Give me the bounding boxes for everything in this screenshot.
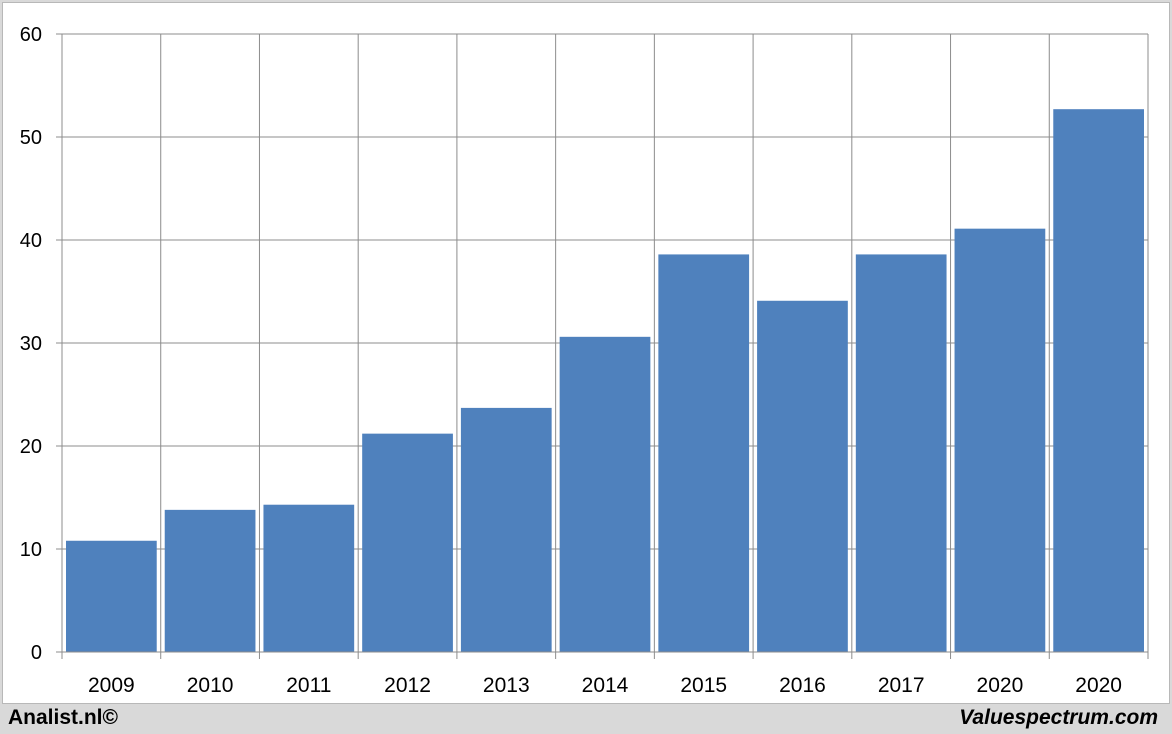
bar-2014-5 xyxy=(559,336,651,652)
bar-2011-2 xyxy=(263,504,355,652)
bar-2017-8 xyxy=(855,254,947,653)
bar-2016-7 xyxy=(757,300,848,652)
x-tick-label: 2009 xyxy=(88,674,135,697)
y-tick-label: 20 xyxy=(20,436,42,458)
y-tick-labels: 0 10 20 30 40 50 60 xyxy=(20,24,42,664)
bars xyxy=(66,109,1144,653)
x-tick-label: 2013 xyxy=(483,674,530,697)
bar-2015-6 xyxy=(658,254,750,653)
y-tick-label: 60 xyxy=(20,24,42,46)
x-tick-label: 2014 xyxy=(582,674,629,697)
y-tick-label: 50 xyxy=(20,127,42,149)
y-tick-label: 10 xyxy=(20,539,42,561)
y-tick-label: 40 xyxy=(20,230,42,252)
x-tick-label: 2020 xyxy=(977,674,1024,697)
y-tick-label: 30 xyxy=(20,333,42,355)
bar-2009-0 xyxy=(66,540,157,652)
bar-2020-10 xyxy=(1053,109,1144,652)
x-tick-label: 2016 xyxy=(779,674,826,697)
x-tick-label: 2017 xyxy=(878,674,925,697)
footer-source-right: Valuespectrum.com xyxy=(959,706,1158,729)
x-tick-label: 2015 xyxy=(680,674,727,697)
axes xyxy=(56,33,1149,659)
x-tick-label: 2012 xyxy=(384,674,431,697)
bar-2020-9 xyxy=(954,228,1046,653)
bar-2010-1 xyxy=(164,509,256,652)
bar-2012-3 xyxy=(362,433,453,652)
footer-source-left: Analist.nl© xyxy=(8,706,118,729)
bar-2013-4 xyxy=(460,407,552,652)
x-tick-labels: 2009 2010 2011 2012 2013 2014 2015 2016 2017 2020… xyxy=(88,674,1122,697)
x-tick-label: 2011 xyxy=(286,674,331,697)
x-tick-label: 2020 xyxy=(1075,674,1122,697)
y-tick-label: 0 xyxy=(31,642,42,664)
x-tick-label: 2010 xyxy=(187,674,234,697)
